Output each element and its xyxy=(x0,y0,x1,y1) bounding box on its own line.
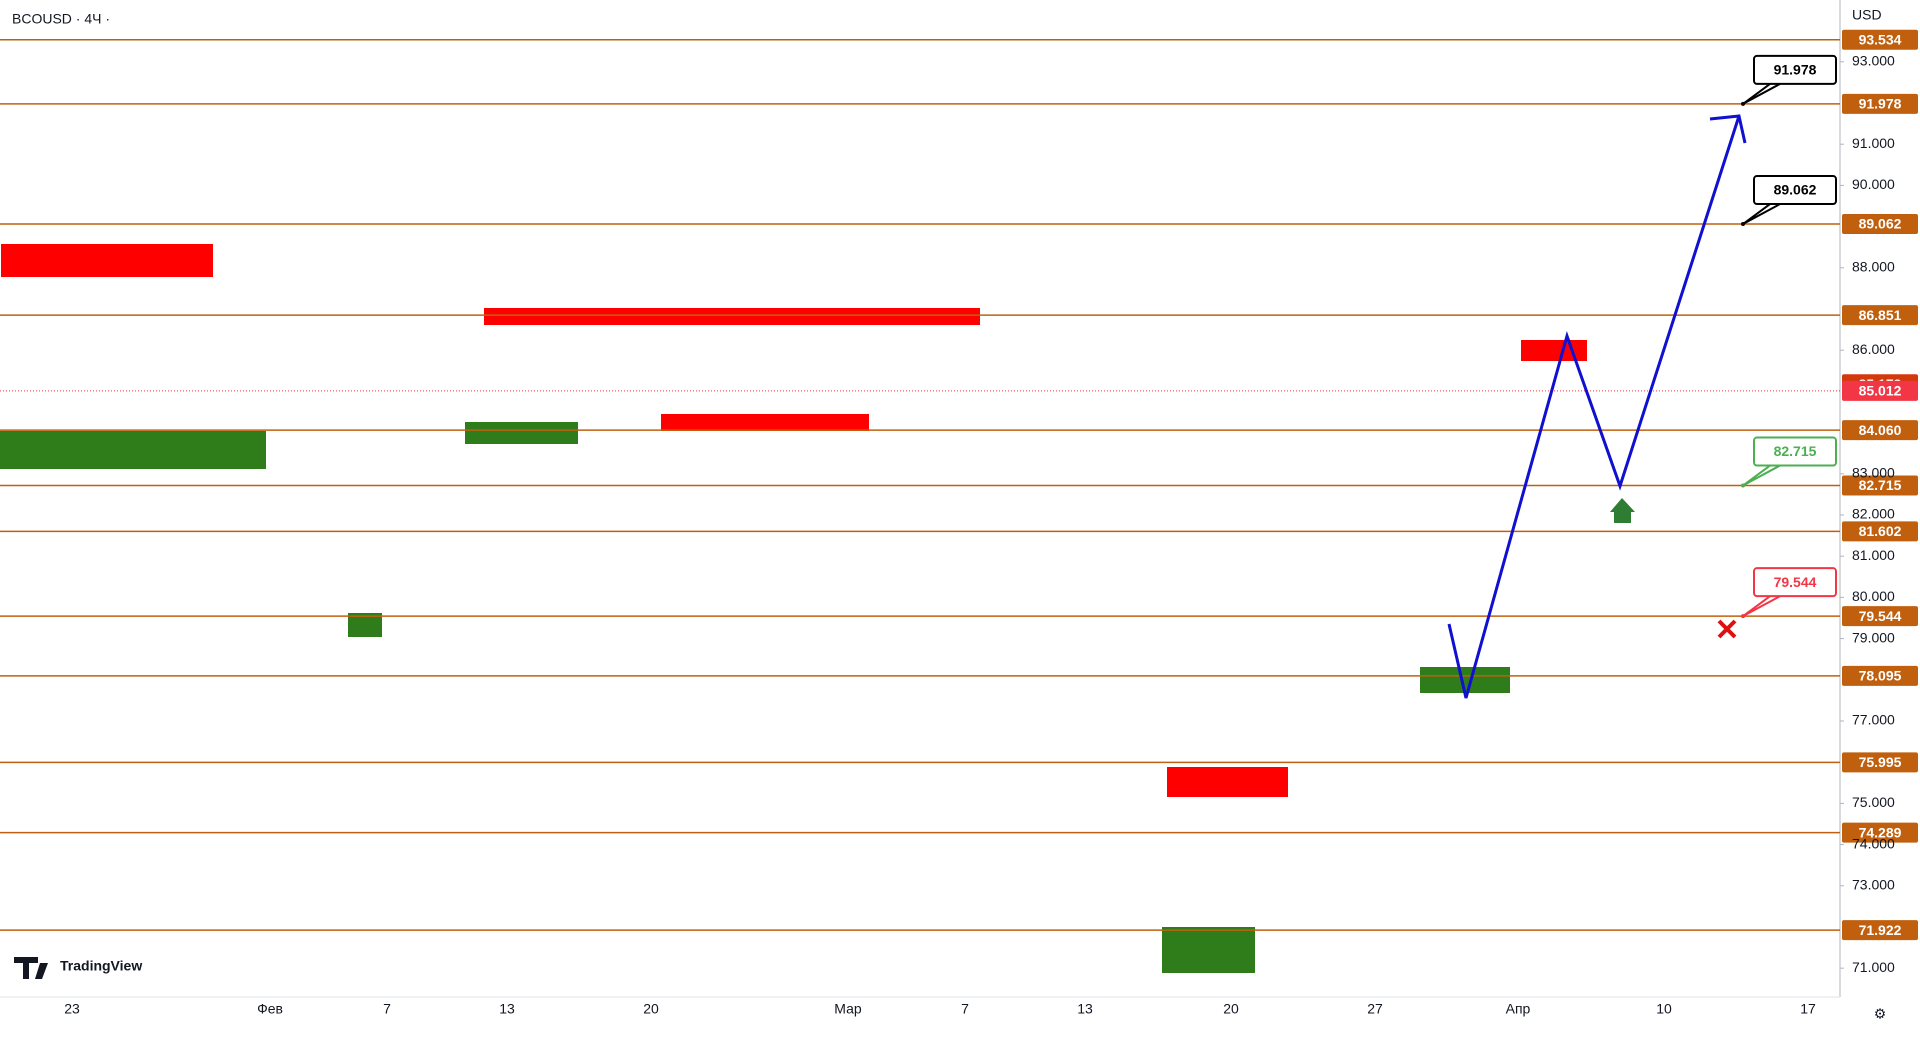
price-label-bg xyxy=(1842,214,1918,235)
callout-box xyxy=(1753,175,1837,206)
callout-text: 91.978 xyxy=(1774,62,1817,78)
y-tick-label: 91.000 xyxy=(1852,135,1895,151)
price-label: 84.060 xyxy=(1859,422,1902,438)
price-label-bg xyxy=(1842,93,1918,114)
price-label: 74.289 xyxy=(1859,824,1902,840)
y-tick-label: 82.000 xyxy=(1852,506,1895,522)
x-tick-label: 20 xyxy=(1223,1001,1239,1017)
x-tick-label: 10 xyxy=(1656,1001,1672,1017)
callout-box xyxy=(1753,436,1837,467)
price-label-bg xyxy=(1842,822,1918,843)
symbol-title: BCOUSD · 4Ч · xyxy=(12,11,110,27)
y-tick-label: 93.000 xyxy=(1852,53,1895,69)
y-tick-label: 90.000 xyxy=(1852,176,1895,192)
zone-red xyxy=(484,308,980,325)
x-tick-label: Фев xyxy=(257,1001,283,1017)
zone-green xyxy=(465,422,578,444)
logo-mark xyxy=(14,957,48,979)
callout-box xyxy=(1753,567,1837,598)
x-tick-label: 13 xyxy=(1077,1001,1093,1017)
callout-text: 82.715 xyxy=(1774,443,1817,459)
settings-icon[interactable]: ⚙ xyxy=(1874,1006,1887,1022)
zone-red xyxy=(1521,340,1587,361)
levels: 93.534 91.978 89.062 86.851 84.060 82.715 81.6… xyxy=(0,29,1918,941)
callout-anchor xyxy=(1741,483,1745,488)
zone-red xyxy=(1,244,213,277)
price-label: 78.095 xyxy=(1859,668,1902,684)
y-tick-label: 77.000 xyxy=(1852,712,1895,728)
zone-red xyxy=(661,414,869,431)
x-tick-label: 17 xyxy=(1800,1001,1816,1017)
currency[interactable]: USD xyxy=(1852,7,1882,23)
price-label: 86.851 xyxy=(1859,307,1902,323)
price-label: 93.534 xyxy=(1859,32,1902,48)
callout-anchor xyxy=(1741,222,1745,227)
zone-green xyxy=(1162,927,1255,973)
x-tick-label: Мар xyxy=(834,1001,862,1017)
callout-anchor xyxy=(1741,101,1745,106)
up-arrow xyxy=(1610,498,1635,523)
zone-green xyxy=(348,613,382,637)
y-tick-label: 71.000 xyxy=(1852,959,1895,975)
x-tick-label: Апр xyxy=(1506,1001,1531,1017)
price-label: 82.715 xyxy=(1859,477,1902,493)
y-tick-label: 83.000 xyxy=(1852,464,1895,480)
price-label-bg xyxy=(1842,305,1918,326)
price-label-bg xyxy=(1842,380,1918,401)
callout-text: 89.062 xyxy=(1774,182,1817,198)
x-tick-label: 23 xyxy=(64,1001,80,1017)
price-label: 85.012 xyxy=(1859,383,1902,399)
callout-text: 79.544 xyxy=(1774,574,1817,590)
price-label-bg xyxy=(1842,420,1918,441)
price-label-bg xyxy=(1842,475,1918,496)
price-label-bg xyxy=(1842,29,1918,50)
price-label: 81.602 xyxy=(1859,523,1902,539)
price-label-bg xyxy=(1842,665,1918,686)
y-tick-label: 88.000 xyxy=(1852,258,1895,274)
y-tick-label: 81.000 xyxy=(1852,547,1895,563)
x-tick-label: 13 xyxy=(499,1001,515,1017)
price-label: 91.978 xyxy=(1859,96,1902,112)
zones xyxy=(0,244,1587,973)
projection xyxy=(1447,114,1747,699)
zone-red xyxy=(1167,767,1288,797)
zone-green xyxy=(0,431,266,469)
x-tick-label: 7 xyxy=(961,1001,969,1017)
price-label: 89.062 xyxy=(1859,216,1902,232)
callout-box xyxy=(1753,54,1837,85)
y-tick-label: 86.000 xyxy=(1852,341,1895,357)
price-label-bg xyxy=(1842,521,1918,542)
brand: TradingView xyxy=(60,958,142,974)
price-label: 75.995 xyxy=(1859,754,1902,770)
price-label-bg xyxy=(1842,920,1918,941)
x-tick-label: 27 xyxy=(1367,1001,1383,1017)
callout-anchor xyxy=(1741,614,1745,619)
x-tick-label: 7 xyxy=(383,1001,391,1017)
x-tick-label: 20 xyxy=(643,1001,659,1017)
logo: TradingView xyxy=(14,957,142,979)
y-tick-label: 75.000 xyxy=(1852,794,1895,810)
projection-path xyxy=(1447,115,1741,699)
y-tick-label: 74.000 xyxy=(1852,835,1895,851)
stop-cross xyxy=(1717,619,1737,639)
y-tick-label: 79.000 xyxy=(1852,629,1895,645)
price-label: 79.544 xyxy=(1859,608,1902,624)
price-label-bg xyxy=(1842,606,1918,627)
projection-arrow xyxy=(1709,114,1747,144)
price-label-bg xyxy=(1842,752,1918,773)
y-tick-label: 73.000 xyxy=(1852,876,1895,892)
price-label: 71.922 xyxy=(1859,922,1902,938)
y-tick-label: 80.000 xyxy=(1852,588,1895,604)
